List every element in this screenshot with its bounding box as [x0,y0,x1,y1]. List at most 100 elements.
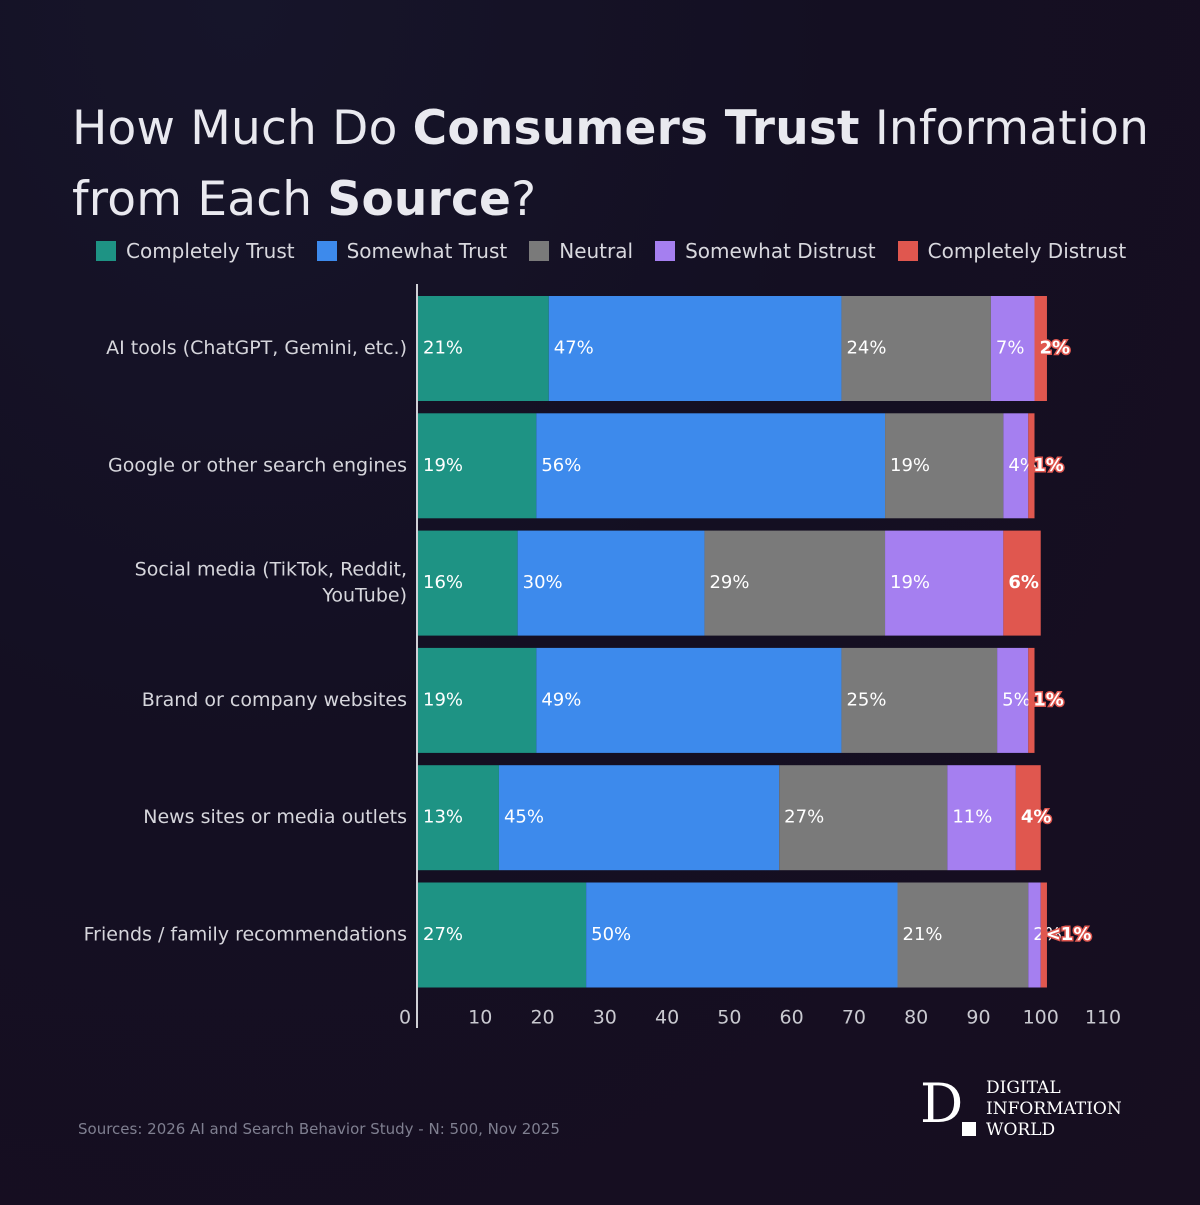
category-label: Friends / family recommendations [84,924,407,946]
legend-item-completely-trust: Completely Trust [96,239,295,263]
bar-segment-completely-trust [418,882,587,988]
legend-swatch [96,241,116,261]
bar-segment-somewhat-trust [498,765,780,871]
data-label: 49% [541,689,581,710]
bar-segment-completely-trust [418,413,537,519]
legend-item-somewhat-trust: Somewhat Trust [316,239,508,263]
category-label: Google or other search engines [108,454,407,476]
bar-segment-completely-trust [418,296,549,401]
bar-segment-somewhat-trust [586,882,898,988]
bar-segment-somewhat-trust [536,413,886,519]
bar-segment-somewhat-distrust [997,647,1029,753]
x-tick-label: 0 [399,1007,411,1029]
title-bold-1: Consumers Trust [412,101,860,157]
legend-label: Completely Distrust [927,239,1127,263]
legend-label: Neutral [559,239,634,263]
x-tick-label: 10 [468,1007,492,1029]
x-tick-label: 80 [904,1007,928,1029]
x-tick-label: 110 [1085,1007,1121,1029]
data-label: <1% [1046,924,1092,945]
data-label: 25% [846,689,886,710]
bar-segment-neutral [841,647,998,753]
bar-segment-neutral [841,296,991,401]
category-label: Brand or company websites [142,689,407,711]
brand-line-3: WORLD [986,1120,1056,1140]
source-note: Sources: 2026 AI and Search Behavior Stu… [78,1120,560,1138]
data-label: 27% [423,924,463,945]
bar-segment-completely-trust [418,647,537,753]
title-part-2: Information [859,101,1150,157]
data-label: 7% [996,338,1025,359]
data-label: 27% [784,807,824,828]
bar-segment-somewhat-distrust [947,765,1016,871]
brand-square-icon [962,1122,976,1136]
data-label: 56% [541,455,581,476]
brand-logo: D DIGITAL INFORMATION WORLD [920,1072,1140,1142]
bar-segment-neutral [779,765,948,871]
data-label: 19% [423,455,463,476]
category-label: YouTube) [321,585,407,607]
bar-segment-somewhat-distrust [1028,882,1041,988]
x-tick-label: 20 [530,1007,554,1029]
data-label: 13% [423,807,463,828]
legend-label: Somewhat Distrust [685,239,876,263]
bar-segment-somewhat-distrust [885,530,1004,636]
bar-segment-neutral [704,530,886,636]
bar-segment-completely-distrust [1028,647,1035,753]
data-label: 6% [1008,572,1039,593]
x-tick-label: 50 [717,1007,741,1029]
data-label: 47% [554,338,594,359]
legend-swatch [655,241,676,261]
bar-segment-completely-distrust [1034,296,1047,401]
category-label: AI tools (ChatGPT, Gemini, etc.) [106,337,407,359]
bar-segment-somewhat-trust [536,647,842,753]
data-label: 16% [423,572,463,593]
legend-swatch [897,241,918,261]
title-bold-2: Source [327,172,512,228]
x-tick-label: 100 [1023,1007,1059,1029]
legend-swatch [529,241,550,261]
brand-d-mark: D [920,1072,964,1135]
bar-segment-completely-distrust [1040,882,1047,988]
legend-label: Somewhat Trust [346,239,508,263]
legend-item-neutral: Neutral [529,239,633,263]
data-label: 21% [423,338,463,359]
brand-name: DIGITAL INFORMATION WORLD [986,1078,1122,1141]
data-label: 45% [504,807,544,828]
data-label: 19% [423,689,463,710]
data-label: 19% [890,455,930,476]
bar-segment-completely-distrust [1003,530,1041,636]
legend-item-somewhat-distrust: Somewhat Distrust [655,239,876,263]
data-label: 19% [890,572,930,593]
data-label: 2% [1040,338,1071,359]
title-part-1: How Much Do [72,101,413,157]
bar-segment-somewhat-distrust [990,296,1035,401]
data-label: 2% [1033,924,1062,945]
bar-segment-somewhat-trust [517,530,705,636]
title-part-3: from Each [72,172,328,228]
bar-segment-completely-trust [418,765,499,871]
bar-segment-completely-distrust [1028,413,1035,519]
x-tick-label: 40 [655,1007,679,1029]
data-label: 24% [846,338,886,359]
bar-segment-completely-trust [418,530,518,636]
x-tick-label: 70 [842,1007,866,1029]
data-label: 30% [523,572,563,593]
legend-item-completely-distrust: Completely Distrust [897,239,1127,263]
chart-legend: Completely Trust Somewhat Trust Neutral Som… [96,236,1148,266]
x-tick-label: 30 [593,1007,617,1029]
data-label: 5% [1002,689,1031,710]
data-label: 1% [1033,455,1064,476]
brand-line-2: INFORMATION [986,1099,1122,1119]
data-label: 4% [1021,807,1052,828]
bar-segment-somewhat-distrust [1003,413,1029,519]
bar-segment-neutral [897,882,1029,988]
legend-label: Completely Trust [126,239,295,263]
title-part-4: ? [511,172,537,228]
brand-line-1: DIGITAL [986,1078,1061,1098]
category-label: Social media (TikTok, Reddit, [135,559,407,581]
data-label: 11% [952,807,992,828]
data-label: 21% [903,924,943,945]
data-label: 1% [1033,689,1064,710]
